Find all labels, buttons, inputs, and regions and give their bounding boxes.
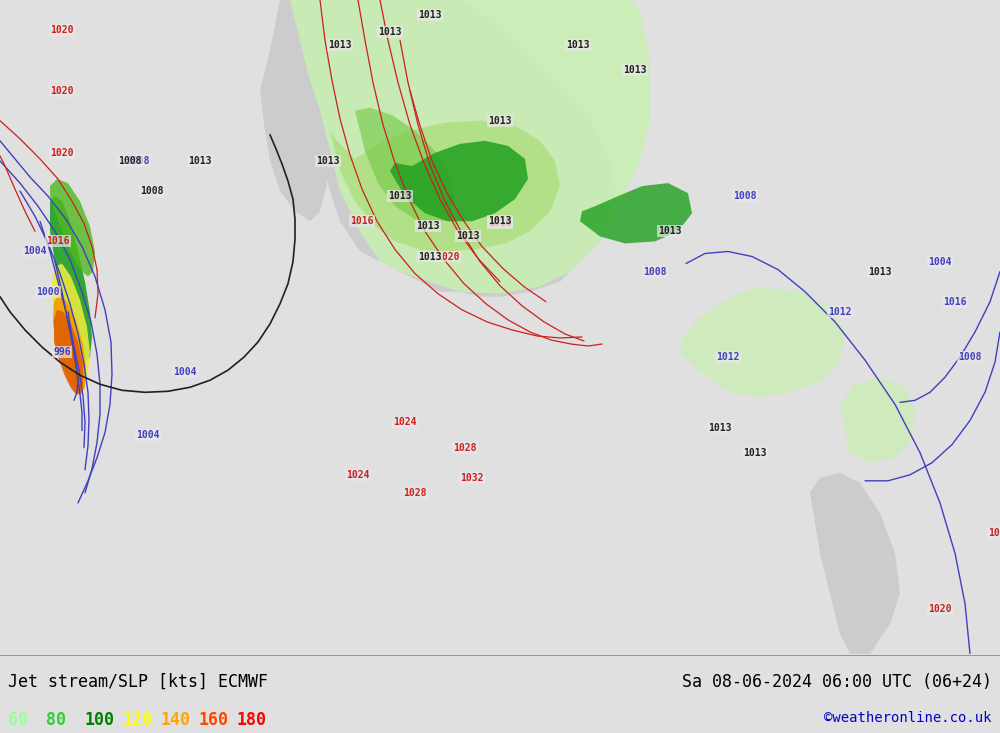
Polygon shape (53, 294, 86, 394)
Text: 1012: 1012 (828, 307, 852, 317)
Text: 1013: 1013 (316, 156, 340, 166)
Polygon shape (50, 196, 92, 362)
Text: 1024: 1024 (346, 470, 370, 480)
Text: 1013: 1013 (708, 422, 732, 432)
Polygon shape (290, 0, 615, 297)
Text: 1013: 1013 (388, 191, 412, 201)
Polygon shape (290, 0, 650, 294)
Text: 1013: 1013 (868, 267, 892, 276)
Text: 160: 160 (198, 711, 228, 729)
Text: 60: 60 (8, 711, 28, 729)
Text: 1004: 1004 (23, 246, 47, 257)
Text: 1020: 1020 (436, 251, 460, 262)
Text: 1013: 1013 (566, 40, 590, 51)
Text: 1020: 1020 (928, 603, 952, 614)
Text: 1004: 1004 (928, 257, 952, 267)
Polygon shape (330, 121, 560, 251)
Text: 1008: 1008 (118, 156, 142, 166)
Text: 1004: 1004 (173, 367, 197, 377)
Text: 1000: 1000 (36, 287, 60, 297)
Text: 1024: 1024 (393, 418, 417, 427)
Text: 996: 996 (53, 347, 71, 357)
Text: 1013: 1013 (658, 226, 682, 236)
Polygon shape (355, 108, 455, 224)
Text: 1008: 1008 (643, 267, 667, 276)
Polygon shape (52, 264, 90, 382)
Text: 1016: 1016 (488, 218, 512, 228)
Text: 1020: 1020 (50, 86, 74, 95)
Text: 1013: 1013 (328, 40, 352, 51)
Text: 1028: 1028 (403, 488, 427, 498)
Text: 1013: 1013 (418, 251, 442, 262)
Text: 1004: 1004 (136, 430, 160, 440)
Text: 1028: 1028 (453, 443, 477, 452)
Text: 1013: 1013 (488, 116, 512, 125)
Text: 1013: 1013 (418, 10, 442, 20)
Text: 1013: 1013 (743, 448, 767, 457)
Text: 1016: 1016 (943, 297, 967, 307)
Text: 1020: 1020 (50, 25, 74, 35)
Text: 1012: 1012 (716, 352, 740, 362)
Text: 1020: 1020 (988, 528, 1000, 538)
Polygon shape (810, 473, 900, 654)
Text: 1016: 1016 (350, 216, 374, 226)
Polygon shape (54, 310, 83, 394)
Polygon shape (580, 183, 692, 243)
Text: Sa 08-06-2024 06:00 UTC (06+24): Sa 08-06-2024 06:00 UTC (06+24) (682, 673, 992, 691)
Polygon shape (50, 179, 95, 276)
Text: ©weatheronline.co.uk: ©weatheronline.co.uk (824, 711, 992, 725)
Text: 1013: 1013 (378, 27, 402, 37)
Text: 1008: 1008 (126, 156, 150, 166)
Text: 140: 140 (160, 711, 190, 729)
Polygon shape (260, 0, 330, 221)
Text: 1013: 1013 (456, 232, 480, 241)
Text: 1032: 1032 (460, 473, 484, 483)
Text: Jet stream/SLP [kts] ECMWF: Jet stream/SLP [kts] ECMWF (8, 673, 268, 691)
Text: 1013: 1013 (416, 221, 440, 232)
Text: 1008: 1008 (958, 352, 982, 362)
Polygon shape (840, 377, 915, 463)
Text: 100: 100 (84, 711, 114, 729)
Text: 80: 80 (46, 711, 66, 729)
Text: 120: 120 (122, 711, 152, 729)
Polygon shape (680, 287, 845, 397)
Text: 1013: 1013 (188, 156, 212, 166)
Text: 1013: 1013 (488, 216, 512, 226)
Text: 180: 180 (236, 711, 266, 729)
Text: 1020: 1020 (50, 148, 74, 158)
Text: 1013: 1013 (623, 65, 647, 75)
Polygon shape (390, 141, 528, 221)
Text: 1016: 1016 (46, 237, 70, 246)
Text: 1008: 1008 (140, 186, 164, 196)
Text: 1008: 1008 (733, 191, 757, 201)
